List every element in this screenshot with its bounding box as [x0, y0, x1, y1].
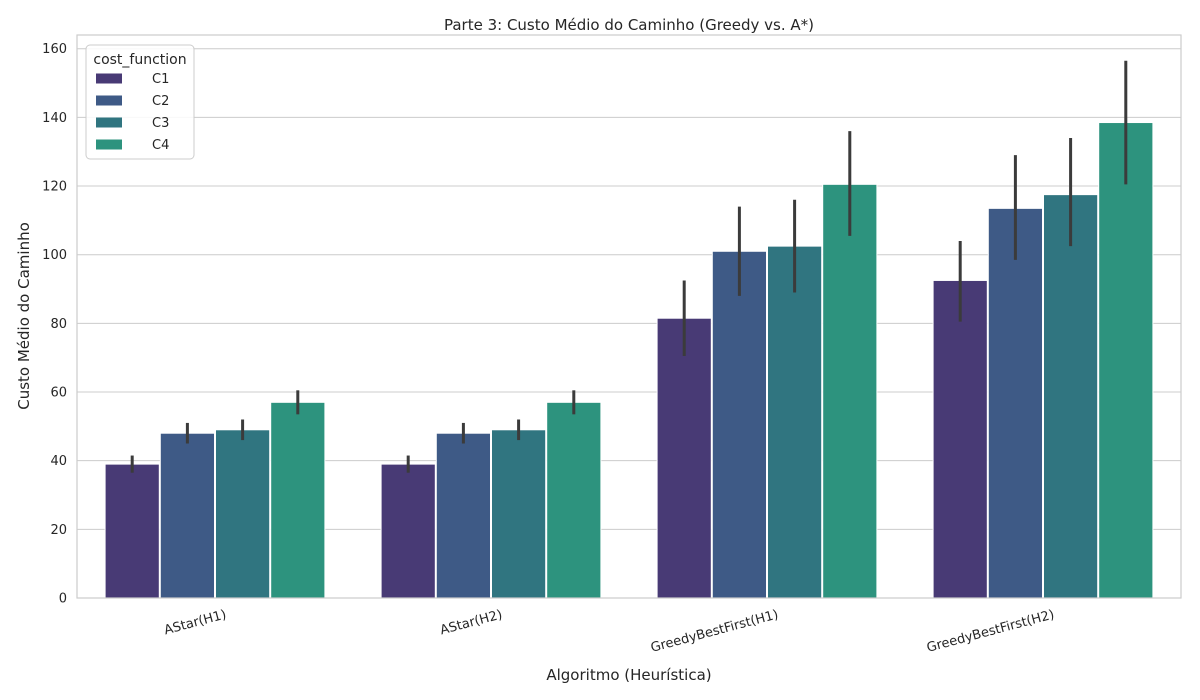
y-tick-label: 80: [50, 317, 67, 332]
legend-swatch-c1: [96, 73, 122, 84]
y-tick-label: 140: [42, 111, 67, 126]
y-tick-labels: 0 20 40 60 80 100 120 140 160: [42, 42, 67, 606]
legend-title: cost_function: [93, 52, 186, 68]
plot-frame: [76, 34, 1182, 599]
bar-c4-0: [270, 401, 326, 599]
x-tick-label: AStar(H1): [163, 607, 228, 638]
bar-c1-2: [656, 317, 712, 599]
x-tick-label: AStar(H2): [439, 607, 504, 638]
bar-c2-0: [159, 432, 216, 599]
bar-c3-1: [491, 429, 547, 599]
x-axis-label: Algoritmo (Heurística): [546, 666, 711, 684]
x-tick-label: GreedyBestFirst(H2): [925, 607, 1056, 656]
bar-c3-0: [215, 429, 271, 599]
bar-c1-1: [380, 463, 436, 599]
bar-c1-3: [932, 279, 988, 599]
y-tick-label: 100: [42, 248, 67, 263]
legend-swatch-c3: [96, 117, 122, 128]
legend-label-c4: C4: [152, 138, 169, 153]
legend-swatch-c2: [96, 95, 122, 106]
x-tick-label: GreedyBestFirst(H1): [649, 607, 780, 656]
legend-label-c3: C3: [152, 116, 169, 131]
bar-c2-2: [711, 250, 767, 599]
bar-c4-3: [1098, 122, 1154, 599]
x-tick-labels: AStar(H1) AStar(H2) GreedyBestFirst(H1) Gre…: [163, 607, 1056, 656]
y-tick-label: 0: [59, 592, 67, 607]
y-tick-label: 120: [42, 180, 67, 195]
bar-c3-3: [1043, 194, 1099, 599]
y-axis-label: Custo Médio do Caminho: [15, 222, 33, 410]
y-tick-label: 20: [50, 523, 67, 538]
legend-swatch-c4: [96, 139, 122, 150]
bar-c4-1: [546, 401, 602, 599]
legend-label-c1: C1: [152, 72, 169, 87]
error-bars: [130, 60, 1128, 473]
y-tick-label: 60: [50, 386, 67, 401]
bars: [104, 122, 1154, 599]
bar-c1-0: [104, 463, 160, 599]
bar-c4-2: [822, 183, 878, 599]
legend-label-c2: C2: [152, 94, 169, 109]
bar-c3-2: [767, 245, 823, 599]
chart-title: Parte 3: Custo Médio do Caminho (Greedy …: [444, 16, 814, 34]
bar-c2-3: [987, 207, 1043, 599]
y-tick-label: 160: [42, 42, 67, 57]
bar-c2-1: [435, 432, 491, 599]
legend: cost_function C1 C2 C3 C4: [85, 44, 195, 160]
y-tick-label: 40: [50, 454, 67, 469]
